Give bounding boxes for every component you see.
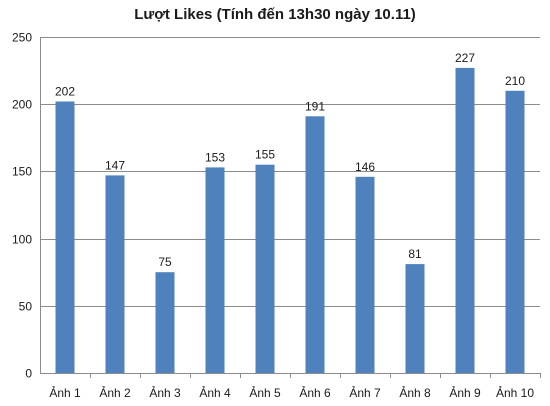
data-label: 191	[305, 99, 325, 113]
data-label: 155	[255, 148, 275, 162]
data-label: 75	[158, 255, 172, 269]
bar	[355, 176, 375, 373]
x-tick-label: Ảnh 3	[149, 385, 181, 400]
y-tick-label: 250	[12, 31, 32, 45]
x-tick-label: Ảnh 5	[249, 385, 281, 400]
x-tick-label: Ảnh 2	[99, 385, 131, 400]
data-label: 146	[355, 160, 375, 174]
x-tick-label: Ảnh 8	[399, 385, 431, 400]
bar	[105, 175, 125, 373]
data-label: 210	[505, 74, 525, 88]
data-label: 202	[55, 85, 75, 99]
chart-title: Lượt Likes (Tính đến 13h30 ngày 10.11)	[134, 6, 416, 23]
data-label: 153	[205, 150, 225, 164]
x-tick-label: Ảnh 6	[299, 385, 331, 400]
bar	[405, 264, 425, 373]
data-label: 147	[105, 158, 125, 172]
bar	[155, 272, 175, 373]
bar	[55, 101, 75, 373]
y-tick-label: 150	[12, 165, 32, 179]
bar	[505, 90, 525, 374]
y-tick-label: 100	[12, 233, 32, 247]
y-tick-label: 0	[25, 367, 32, 381]
bar	[455, 67, 475, 374]
axes	[40, 37, 541, 378]
x-tick-label: Ảnh 4	[199, 385, 231, 400]
x-tick-label: Ảnh 10	[496, 385, 534, 400]
labels: 0 50 100 150 200 250 202 Ảnh 1 147 Ảnh 2 75 Ảnh 3 15…	[12, 31, 534, 401]
x-tick-label: Ảnh 7	[349, 385, 381, 400]
data-label: 227	[455, 51, 475, 65]
bar	[255, 164, 275, 373]
x-tick-label: Ảnh 9	[449, 385, 481, 400]
data-label: 81	[408, 247, 422, 261]
bars	[55, 67, 525, 374]
x-tick-label: Ảnh 1	[49, 385, 81, 400]
bar	[205, 167, 225, 373]
y-tick-label: 50	[19, 300, 33, 314]
y-tick-label: 200	[12, 98, 32, 112]
bar	[305, 116, 325, 374]
